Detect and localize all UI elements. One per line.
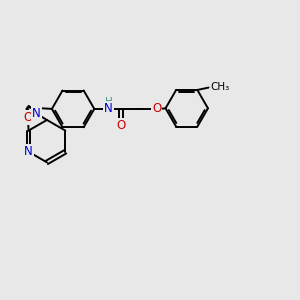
Text: N: N [104,102,113,116]
Text: H: H [105,98,112,107]
Text: N: N [24,145,33,158]
Text: N: N [32,106,41,119]
Text: O: O [117,119,126,132]
Text: CH₃: CH₃ [210,82,229,92]
Text: O: O [152,102,161,116]
Text: O: O [23,111,32,124]
